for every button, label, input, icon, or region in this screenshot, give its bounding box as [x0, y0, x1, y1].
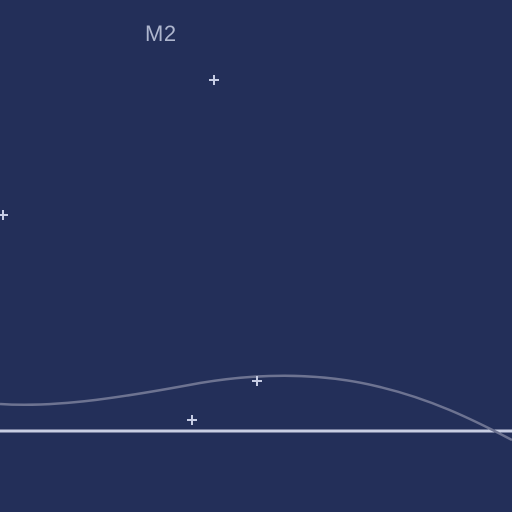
marker-label: M2: [145, 21, 177, 46]
plus-marker[interactable]: [187, 415, 197, 425]
plus-marker[interactable]: [0, 210, 8, 220]
plus-marker[interactable]: [209, 75, 219, 85]
curve-path: [0, 374, 512, 442]
plus-marker[interactable]: [252, 376, 262, 386]
